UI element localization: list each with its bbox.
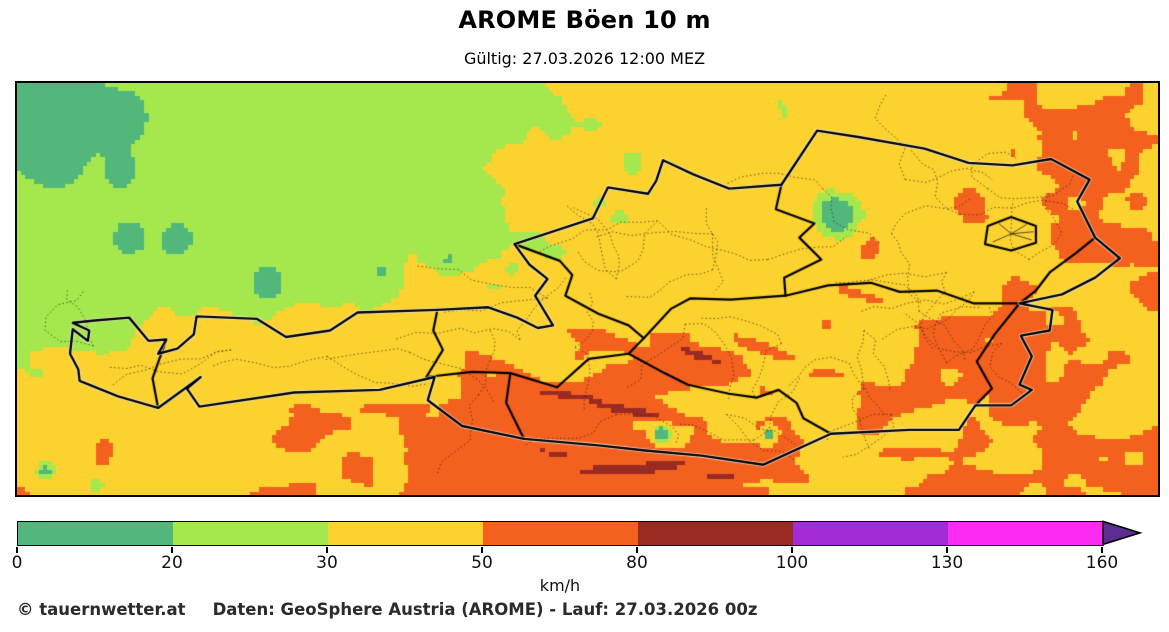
data-source-text: Daten: GeoSphere Austria (AROME) - Lauf:… — [212, 600, 758, 619]
footer-credits: © tauernwetter.at Daten: GeoSphere Austr… — [17, 600, 757, 619]
colorbar-segment-100 — [793, 522, 948, 545]
tick-label-0: 0 — [11, 553, 23, 573]
valid-time-subtitle: Gültig: 27.03.2026 12:00 MEZ — [463, 49, 706, 68]
tick-mark-50 — [481, 546, 483, 553]
colorbar — [17, 521, 1104, 546]
colorbar-segment-30 — [328, 522, 483, 545]
tick-mark-20 — [171, 546, 173, 553]
copyright-text: © tauernwetter.at — [17, 600, 186, 619]
tick-label-30: 30 — [316, 553, 338, 573]
colorbar-legend: 0 20 30 50 80 100 130 160 km/h — [0, 519, 1169, 601]
wind-gust-map-canvas — [17, 83, 1158, 495]
colorbar-segment-130 — [948, 522, 1103, 545]
tick-mark-130 — [946, 546, 948, 553]
tick-label-50: 50 — [471, 553, 493, 573]
tick-label-20: 20 — [161, 553, 183, 573]
unit-label: km/h — [539, 576, 581, 595]
colorbar-overflow-arrow — [1102, 520, 1143, 546]
tick-label-100: 100 — [775, 553, 809, 573]
tick-label-80: 80 — [626, 553, 648, 573]
tick-mark-80 — [636, 546, 638, 553]
colorbar-segment-20 — [173, 522, 328, 545]
colorbar-segment-80 — [638, 522, 793, 545]
colorbar-segment-0 — [18, 522, 173, 545]
tick-label-160: 160 — [1085, 553, 1119, 573]
tick-mark-30 — [326, 546, 328, 553]
tick-mark-100 — [791, 546, 793, 553]
tick-label-130: 130 — [930, 553, 964, 573]
page-title: AROME Böen 10 m — [458, 6, 711, 34]
map-frame — [15, 81, 1160, 497]
tick-mark-0 — [16, 546, 18, 553]
tick-mark-160 — [1101, 546, 1103, 553]
colorbar-segment-50 — [483, 522, 638, 545]
